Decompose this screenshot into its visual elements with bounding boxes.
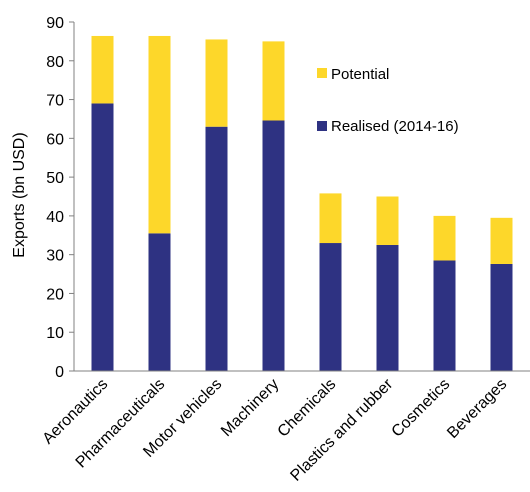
bar-realised-2014-16-pharmaceuticals bbox=[148, 233, 171, 371]
y-tick-label: 80 bbox=[46, 54, 64, 71]
legend-swatch-realised bbox=[317, 121, 327, 131]
legend-swatch-potential bbox=[317, 68, 327, 78]
plot-area bbox=[91, 35, 513, 372]
bar-potential-chemicals bbox=[319, 193, 342, 244]
y-tick-label: 60 bbox=[46, 131, 64, 148]
bar-potential-aeronautics bbox=[91, 35, 114, 104]
x-tick-label-machinery: Machinery bbox=[218, 376, 282, 440]
legend: Potential Realised (2014-16) bbox=[317, 66, 459, 135]
bar-potential-beverages bbox=[490, 217, 513, 264]
bar-potential-machinery bbox=[262, 41, 285, 121]
y-tick-label: 0 bbox=[55, 364, 64, 381]
y-axis-title: Exports (bn USD) bbox=[11, 132, 28, 257]
bar-realised-2014-16-aeronautics bbox=[91, 103, 114, 371]
bar-realised-2014-16-plastics-and-rubber bbox=[376, 244, 399, 371]
x-tick-label-plastics-and-rubber: Plastics and rubber bbox=[287, 375, 396, 484]
y-tick-label: 50 bbox=[46, 170, 64, 187]
y-axis: 0 10 20 30 40 50 60 70 80 90 bbox=[46, 15, 75, 381]
bar-realised-2014-16-beverages bbox=[490, 263, 513, 371]
bar-realised-2014-16-cosmetics bbox=[433, 260, 456, 371]
legend-label-realised: Realised (2014-16) bbox=[331, 118, 459, 135]
x-tick-label-beverages: Beverages bbox=[444, 376, 510, 442]
y-tick-label: 20 bbox=[46, 286, 64, 303]
bar-realised-2014-16-machinery bbox=[262, 120, 285, 372]
bar-potential-pharmaceuticals bbox=[148, 35, 171, 234]
y-tick-label: 30 bbox=[46, 248, 64, 265]
y-tick-label: 90 bbox=[46, 15, 64, 32]
y-tick-label: 40 bbox=[46, 209, 64, 226]
x-tick-label-cosmetics: Cosmetics bbox=[388, 376, 453, 441]
bar-potential-cosmetics bbox=[433, 215, 456, 261]
bar-potential-plastics-and-rubber bbox=[376, 196, 399, 245]
legend-label-potential: Potential bbox=[331, 66, 389, 83]
y-tick-label: 10 bbox=[46, 325, 64, 342]
y-tick-label: 70 bbox=[46, 93, 64, 110]
bar-potential-motor-vehicles bbox=[205, 39, 228, 127]
bar-realised-2014-16-chemicals bbox=[319, 243, 342, 371]
bar-realised-2014-16-motor-vehicles bbox=[205, 126, 228, 371]
